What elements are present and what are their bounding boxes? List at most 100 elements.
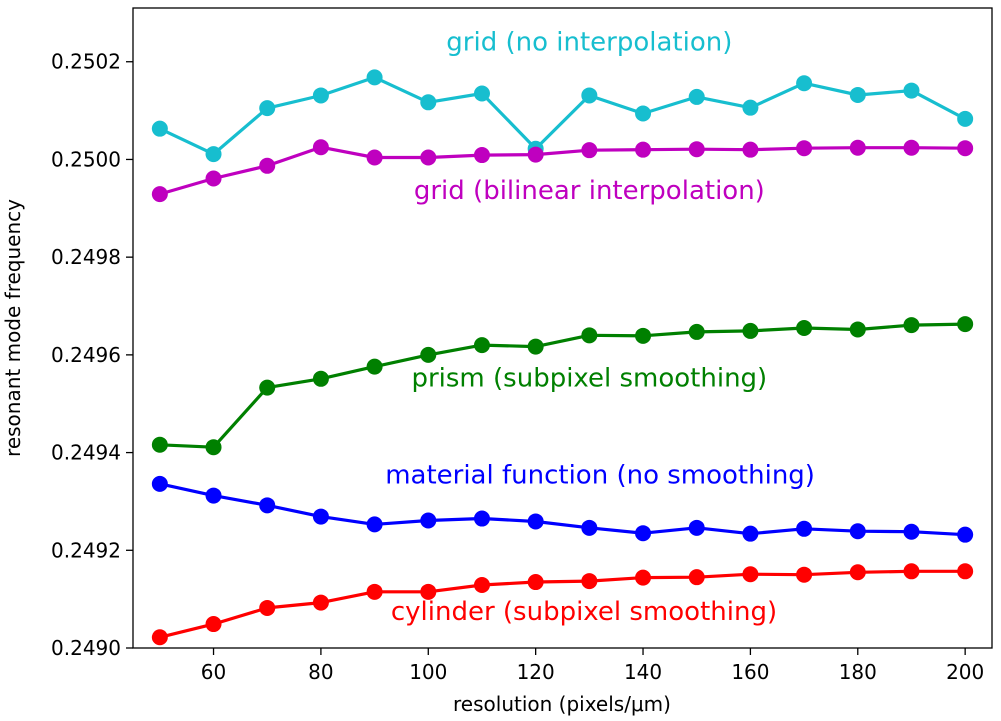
series-group bbox=[151, 69, 974, 646]
data-point bbox=[205, 146, 222, 163]
y-tick-label: 0.2492 bbox=[51, 538, 121, 562]
x-axis-ticks: 60 80 100 120 140 160 180 200 bbox=[201, 648, 984, 684]
data-point bbox=[903, 82, 920, 99]
series-line bbox=[159, 569, 966, 639]
series-label: grid (no interpolation) bbox=[446, 28, 732, 58]
data-point bbox=[796, 140, 813, 157]
data-point bbox=[635, 327, 652, 344]
data-point bbox=[366, 516, 383, 533]
plot-frame bbox=[132, 7, 993, 649]
data-point bbox=[688, 141, 705, 158]
data-point bbox=[903, 139, 920, 156]
x-axis-label: resolution (pixels/μm) bbox=[453, 692, 671, 716]
data-point bbox=[903, 317, 920, 334]
data-point bbox=[635, 525, 652, 542]
data-point bbox=[688, 323, 705, 340]
data-point bbox=[366, 69, 383, 86]
data-point bbox=[527, 146, 544, 163]
series-labels: grid (no interpolation) grid (bilinear in… bbox=[385, 28, 815, 628]
data-point bbox=[796, 320, 813, 336]
data-point bbox=[259, 100, 276, 117]
data-point bbox=[420, 583, 437, 600]
series-label: grid (bilinear interpolation) bbox=[414, 176, 765, 206]
plot-area bbox=[132, 7, 993, 649]
data-point bbox=[312, 508, 329, 525]
data-point bbox=[205, 487, 222, 504]
data-point bbox=[151, 475, 168, 492]
data-point bbox=[527, 338, 544, 355]
data-point bbox=[849, 86, 866, 103]
data-point bbox=[527, 513, 544, 530]
series-label: prism (subpixel smoothing) bbox=[411, 364, 767, 394]
data-point bbox=[796, 75, 813, 92]
data-point bbox=[151, 629, 168, 646]
data-point bbox=[366, 358, 383, 375]
y-tick-label: 0.2496 bbox=[51, 343, 121, 367]
x-tick-label: 160 bbox=[731, 660, 769, 684]
x-tick-label: 120 bbox=[517, 660, 555, 684]
data-point bbox=[742, 141, 759, 158]
series-line bbox=[159, 322, 966, 449]
data-point bbox=[473, 85, 490, 102]
data-point bbox=[312, 370, 329, 387]
data-point bbox=[205, 439, 222, 456]
series-5 bbox=[151, 563, 974, 646]
x-tick-label: 180 bbox=[839, 660, 877, 684]
data-point bbox=[688, 88, 705, 105]
data-point bbox=[957, 110, 974, 127]
data-point bbox=[742, 99, 759, 116]
data-point bbox=[312, 594, 329, 611]
y-axis-label: resonant mode frequency bbox=[1, 199, 25, 457]
data-point bbox=[688, 519, 705, 536]
data-point bbox=[957, 526, 974, 543]
data-point bbox=[151, 436, 168, 453]
data-point bbox=[742, 525, 759, 542]
data-point bbox=[312, 139, 329, 156]
data-point bbox=[420, 149, 437, 166]
data-point bbox=[205, 616, 222, 633]
series-line bbox=[159, 482, 966, 537]
data-point bbox=[473, 337, 490, 354]
data-point bbox=[635, 105, 652, 122]
data-point bbox=[849, 564, 866, 581]
y-tick-label: 0.2498 bbox=[51, 245, 121, 269]
data-point bbox=[151, 186, 168, 203]
series-3 bbox=[151, 316, 974, 456]
data-point bbox=[957, 316, 974, 333]
y-tick-label: 0.2490 bbox=[51, 636, 121, 660]
series-4 bbox=[151, 475, 974, 543]
data-point bbox=[635, 569, 652, 586]
data-point bbox=[581, 142, 598, 159]
data-point bbox=[259, 379, 276, 396]
x-tick-label: 140 bbox=[624, 660, 662, 684]
data-point bbox=[688, 569, 705, 586]
data-point bbox=[742, 322, 759, 339]
data-point bbox=[205, 170, 222, 187]
data-point bbox=[581, 87, 598, 104]
data-point bbox=[796, 566, 813, 583]
data-point bbox=[312, 87, 329, 104]
data-point bbox=[259, 599, 276, 616]
data-point bbox=[903, 523, 920, 540]
data-point bbox=[259, 157, 276, 174]
x-tick-label: 100 bbox=[409, 660, 447, 684]
data-point bbox=[849, 139, 866, 156]
data-point bbox=[527, 574, 544, 591]
data-point bbox=[420, 512, 437, 529]
y-tick-label: 0.2494 bbox=[51, 441, 121, 465]
x-tick-label: 200 bbox=[946, 660, 984, 684]
data-point bbox=[420, 346, 437, 363]
data-point bbox=[849, 523, 866, 540]
data-point bbox=[420, 94, 437, 111]
data-point bbox=[151, 120, 168, 137]
x-tick-label: 60 bbox=[201, 660, 226, 684]
data-point bbox=[957, 140, 974, 157]
series-label: cylinder (subpixel smoothing) bbox=[391, 597, 777, 627]
data-point bbox=[366, 583, 383, 600]
data-point bbox=[259, 497, 276, 514]
y-tick-label: 0.2502 bbox=[51, 50, 121, 74]
data-point bbox=[581, 519, 598, 536]
x-tick-label: 80 bbox=[308, 660, 333, 684]
series-2 bbox=[151, 139, 974, 203]
